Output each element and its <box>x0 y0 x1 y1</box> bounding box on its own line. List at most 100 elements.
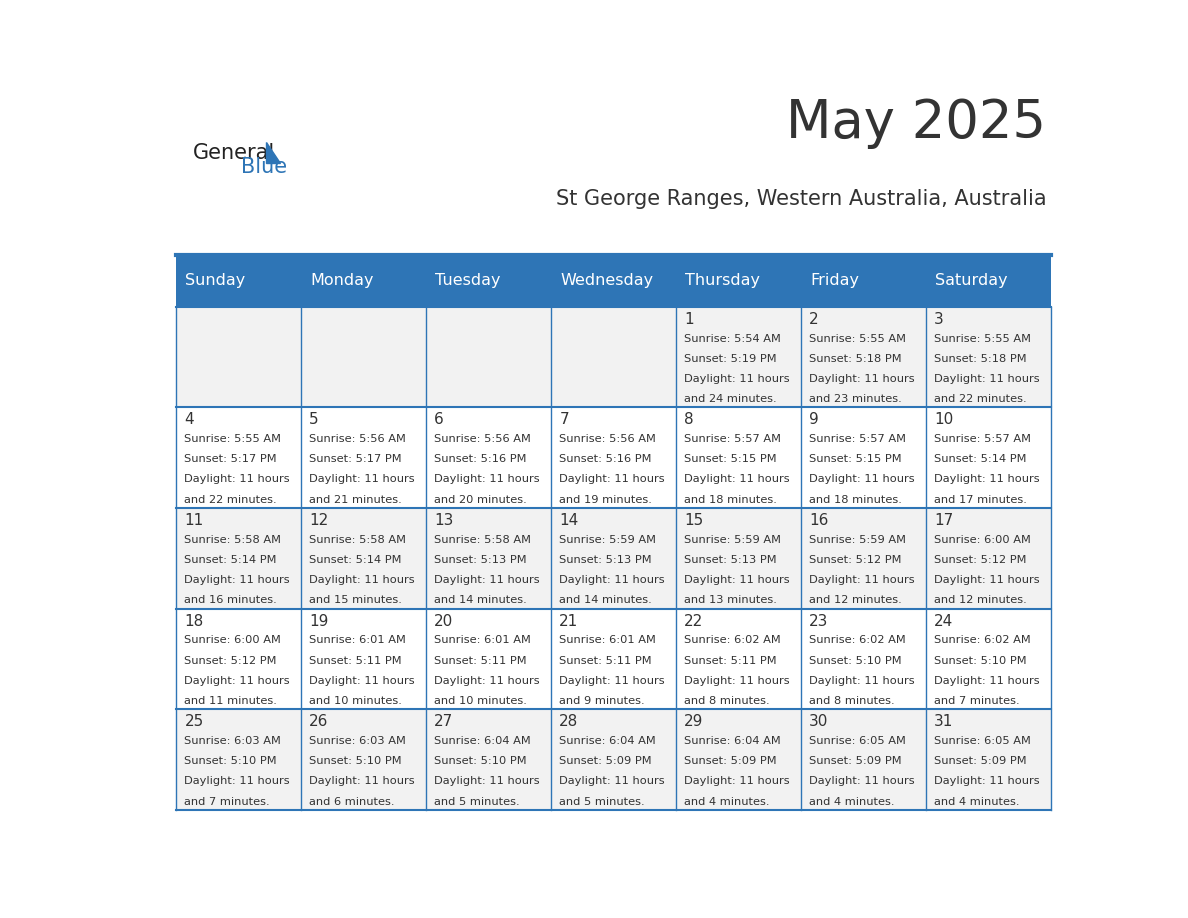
Text: Sunset: 5:09 PM: Sunset: 5:09 PM <box>809 756 902 767</box>
Text: Daylight: 11 hours: Daylight: 11 hours <box>560 676 665 686</box>
Text: 9: 9 <box>809 412 819 427</box>
Bar <box>676 408 801 508</box>
Text: Daylight: 11 hours: Daylight: 11 hours <box>809 575 915 585</box>
Bar <box>301 508 426 609</box>
Text: Sunrise: 6:05 AM: Sunrise: 6:05 AM <box>934 736 1031 746</box>
Bar <box>676 255 801 307</box>
Text: Daylight: 11 hours: Daylight: 11 hours <box>309 475 415 485</box>
Text: 4: 4 <box>184 412 194 427</box>
Text: Blue: Blue <box>240 157 286 177</box>
Text: Sunrise: 5:57 AM: Sunrise: 5:57 AM <box>684 434 782 444</box>
Text: Sunset: 5:10 PM: Sunset: 5:10 PM <box>184 756 277 767</box>
Text: Sunset: 5:16 PM: Sunset: 5:16 PM <box>435 454 526 465</box>
Text: Sunset: 5:18 PM: Sunset: 5:18 PM <box>934 353 1026 364</box>
Text: and 10 minutes.: and 10 minutes. <box>435 696 527 706</box>
Text: Tuesday: Tuesday <box>435 274 500 288</box>
Bar <box>301 255 426 307</box>
Text: Sunrise: 6:00 AM: Sunrise: 6:00 AM <box>184 635 282 645</box>
Bar <box>801 609 925 710</box>
Text: and 7 minutes.: and 7 minutes. <box>184 797 270 807</box>
Text: Sunrise: 6:01 AM: Sunrise: 6:01 AM <box>309 635 406 645</box>
Bar <box>925 307 1051 408</box>
Text: Sunset: 5:11 PM: Sunset: 5:11 PM <box>684 655 777 666</box>
Bar <box>801 710 925 810</box>
Text: Sunrise: 5:55 AM: Sunrise: 5:55 AM <box>934 333 1031 343</box>
Text: and 11 minutes.: and 11 minutes. <box>184 696 277 706</box>
Text: Sunset: 5:11 PM: Sunset: 5:11 PM <box>560 655 652 666</box>
Text: Sunset: 5:11 PM: Sunset: 5:11 PM <box>435 655 527 666</box>
Text: Sunset: 5:13 PM: Sunset: 5:13 PM <box>435 555 527 565</box>
Text: Sunrise: 6:05 AM: Sunrise: 6:05 AM <box>809 736 906 746</box>
Polygon shape <box>266 142 280 163</box>
Text: 24: 24 <box>934 613 954 629</box>
Text: Sunset: 5:13 PM: Sunset: 5:13 PM <box>684 555 777 565</box>
Text: Sunset: 5:16 PM: Sunset: 5:16 PM <box>560 454 652 465</box>
Text: and 10 minutes.: and 10 minutes. <box>309 696 403 706</box>
Text: Sunset: 5:10 PM: Sunset: 5:10 PM <box>309 756 402 767</box>
Bar <box>176 307 301 408</box>
Text: and 12 minutes.: and 12 minutes. <box>934 595 1026 605</box>
Text: Thursday: Thursday <box>685 274 760 288</box>
Bar <box>426 307 551 408</box>
Text: Sunrise: 5:55 AM: Sunrise: 5:55 AM <box>809 333 906 343</box>
Text: and 15 minutes.: and 15 minutes. <box>309 595 403 605</box>
Text: and 20 minutes.: and 20 minutes. <box>435 495 527 505</box>
Bar <box>801 408 925 508</box>
Text: 5: 5 <box>309 412 320 427</box>
Bar <box>801 508 925 609</box>
Text: Daylight: 11 hours: Daylight: 11 hours <box>934 475 1040 485</box>
Text: Sunset: 5:10 PM: Sunset: 5:10 PM <box>809 655 902 666</box>
Bar <box>301 307 426 408</box>
Text: and 16 minutes.: and 16 minutes. <box>184 595 277 605</box>
Bar <box>676 307 801 408</box>
Text: Sunrise: 5:55 AM: Sunrise: 5:55 AM <box>184 434 282 444</box>
Text: 6: 6 <box>435 412 444 427</box>
Text: Daylight: 11 hours: Daylight: 11 hours <box>809 374 915 384</box>
Text: Sunset: 5:18 PM: Sunset: 5:18 PM <box>809 353 902 364</box>
Text: Daylight: 11 hours: Daylight: 11 hours <box>435 676 539 686</box>
Text: Daylight: 11 hours: Daylight: 11 hours <box>809 777 915 787</box>
Text: Sunrise: 6:02 AM: Sunrise: 6:02 AM <box>934 635 1031 645</box>
Bar <box>176 408 301 508</box>
Text: and 12 minutes.: and 12 minutes. <box>809 595 902 605</box>
Bar <box>426 408 551 508</box>
Text: Sunday: Sunday <box>185 274 246 288</box>
Text: Sunrise: 5:56 AM: Sunrise: 5:56 AM <box>435 434 531 444</box>
Text: Sunset: 5:17 PM: Sunset: 5:17 PM <box>309 454 402 465</box>
Text: Daylight: 11 hours: Daylight: 11 hours <box>309 575 415 585</box>
Bar <box>925 710 1051 810</box>
Bar <box>925 408 1051 508</box>
Text: Sunrise: 5:58 AM: Sunrise: 5:58 AM <box>309 535 406 545</box>
Text: Wednesday: Wednesday <box>561 274 653 288</box>
Text: Sunrise: 6:04 AM: Sunrise: 6:04 AM <box>684 736 781 746</box>
Text: Daylight: 11 hours: Daylight: 11 hours <box>309 777 415 787</box>
Bar <box>551 609 676 710</box>
Bar <box>426 508 551 609</box>
Text: 13: 13 <box>435 513 454 528</box>
Bar <box>676 508 801 609</box>
Text: 8: 8 <box>684 412 694 427</box>
Bar <box>925 609 1051 710</box>
Text: and 22 minutes.: and 22 minutes. <box>184 495 277 505</box>
Text: Friday: Friday <box>810 274 859 288</box>
Text: Sunrise: 5:58 AM: Sunrise: 5:58 AM <box>184 535 282 545</box>
Text: Sunrise: 6:02 AM: Sunrise: 6:02 AM <box>684 635 781 645</box>
Text: and 14 minutes.: and 14 minutes. <box>560 595 652 605</box>
Text: Daylight: 11 hours: Daylight: 11 hours <box>684 777 790 787</box>
Text: Daylight: 11 hours: Daylight: 11 hours <box>435 777 539 787</box>
Text: Sunset: 5:14 PM: Sunset: 5:14 PM <box>184 555 277 565</box>
Bar <box>176 255 301 307</box>
Text: and 4 minutes.: and 4 minutes. <box>809 797 895 807</box>
Text: Daylight: 11 hours: Daylight: 11 hours <box>309 676 415 686</box>
Text: Sunset: 5:14 PM: Sunset: 5:14 PM <box>309 555 402 565</box>
Text: Daylight: 11 hours: Daylight: 11 hours <box>560 475 665 485</box>
Text: Daylight: 11 hours: Daylight: 11 hours <box>934 374 1040 384</box>
Text: Daylight: 11 hours: Daylight: 11 hours <box>184 575 290 585</box>
Bar <box>301 609 426 710</box>
Text: Daylight: 11 hours: Daylight: 11 hours <box>684 374 790 384</box>
Text: Sunset: 5:12 PM: Sunset: 5:12 PM <box>184 655 277 666</box>
Text: and 22 minutes.: and 22 minutes. <box>934 394 1026 404</box>
Bar <box>551 255 676 307</box>
Text: 22: 22 <box>684 613 703 629</box>
Bar <box>176 508 301 609</box>
